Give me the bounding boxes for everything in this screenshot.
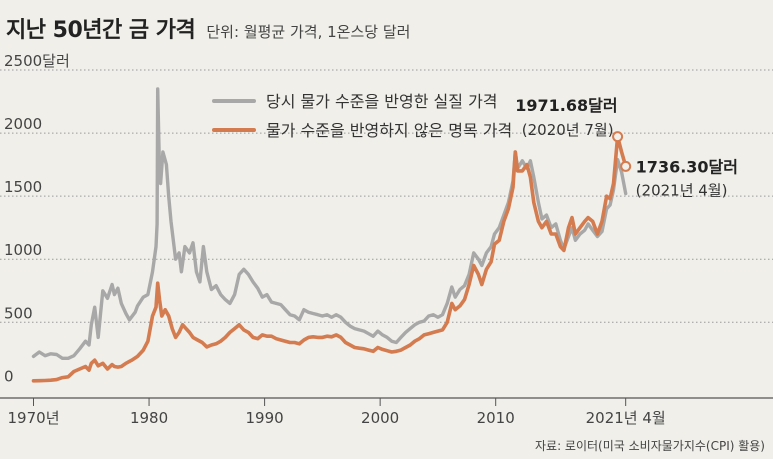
- y-tick-label: 0: [4, 367, 14, 385]
- annotation-value: 1736.30달러: [636, 157, 738, 176]
- x-tick-label: 1970년: [8, 409, 60, 427]
- series-line-nominal: [31, 134, 628, 383]
- annotation-value: 1971.68달러: [515, 96, 617, 115]
- annotation-marker: [620, 160, 632, 172]
- annotation-date: (2021년 4월): [636, 181, 728, 199]
- annotation-marker: [612, 131, 624, 143]
- y-tick-label: 1000: [4, 241, 42, 259]
- series-line-real: [31, 87, 628, 360]
- x-tick-label: 1980: [130, 409, 168, 427]
- x-tick-label: 2010: [477, 409, 515, 427]
- y-tick-label: 2000: [4, 115, 42, 133]
- legend-label-real: 당시 물가 수준을 반영한 실질 가격: [266, 92, 498, 111]
- legend-label-nominal: 물가 수준을 반영하지 않은 명목 가격: [266, 121, 512, 140]
- y-tick-label: 500: [4, 304, 33, 322]
- x-tick-label: 2021년 4월: [586, 409, 666, 427]
- y-tick-label: 1500: [4, 178, 42, 196]
- y-tick-label: 2500달러: [4, 52, 70, 70]
- chart-subtitle: 단위: 월평균 가격, 1온스당 달러: [206, 23, 411, 41]
- x-tick-label: 2000: [361, 409, 399, 427]
- source-note: 자료: 로이터(미국 소비자물가지수(CPI) 활용): [534, 439, 765, 453]
- annotation-date: (2020년 7월): [522, 121, 614, 139]
- title-row: 지난 50년간 금 가격 단위: 월평균 가격, 1온스당 달러: [6, 12, 410, 44]
- chart-title: 지난 50년간 금 가격: [6, 18, 196, 43]
- x-tick-label: 1990: [246, 409, 284, 427]
